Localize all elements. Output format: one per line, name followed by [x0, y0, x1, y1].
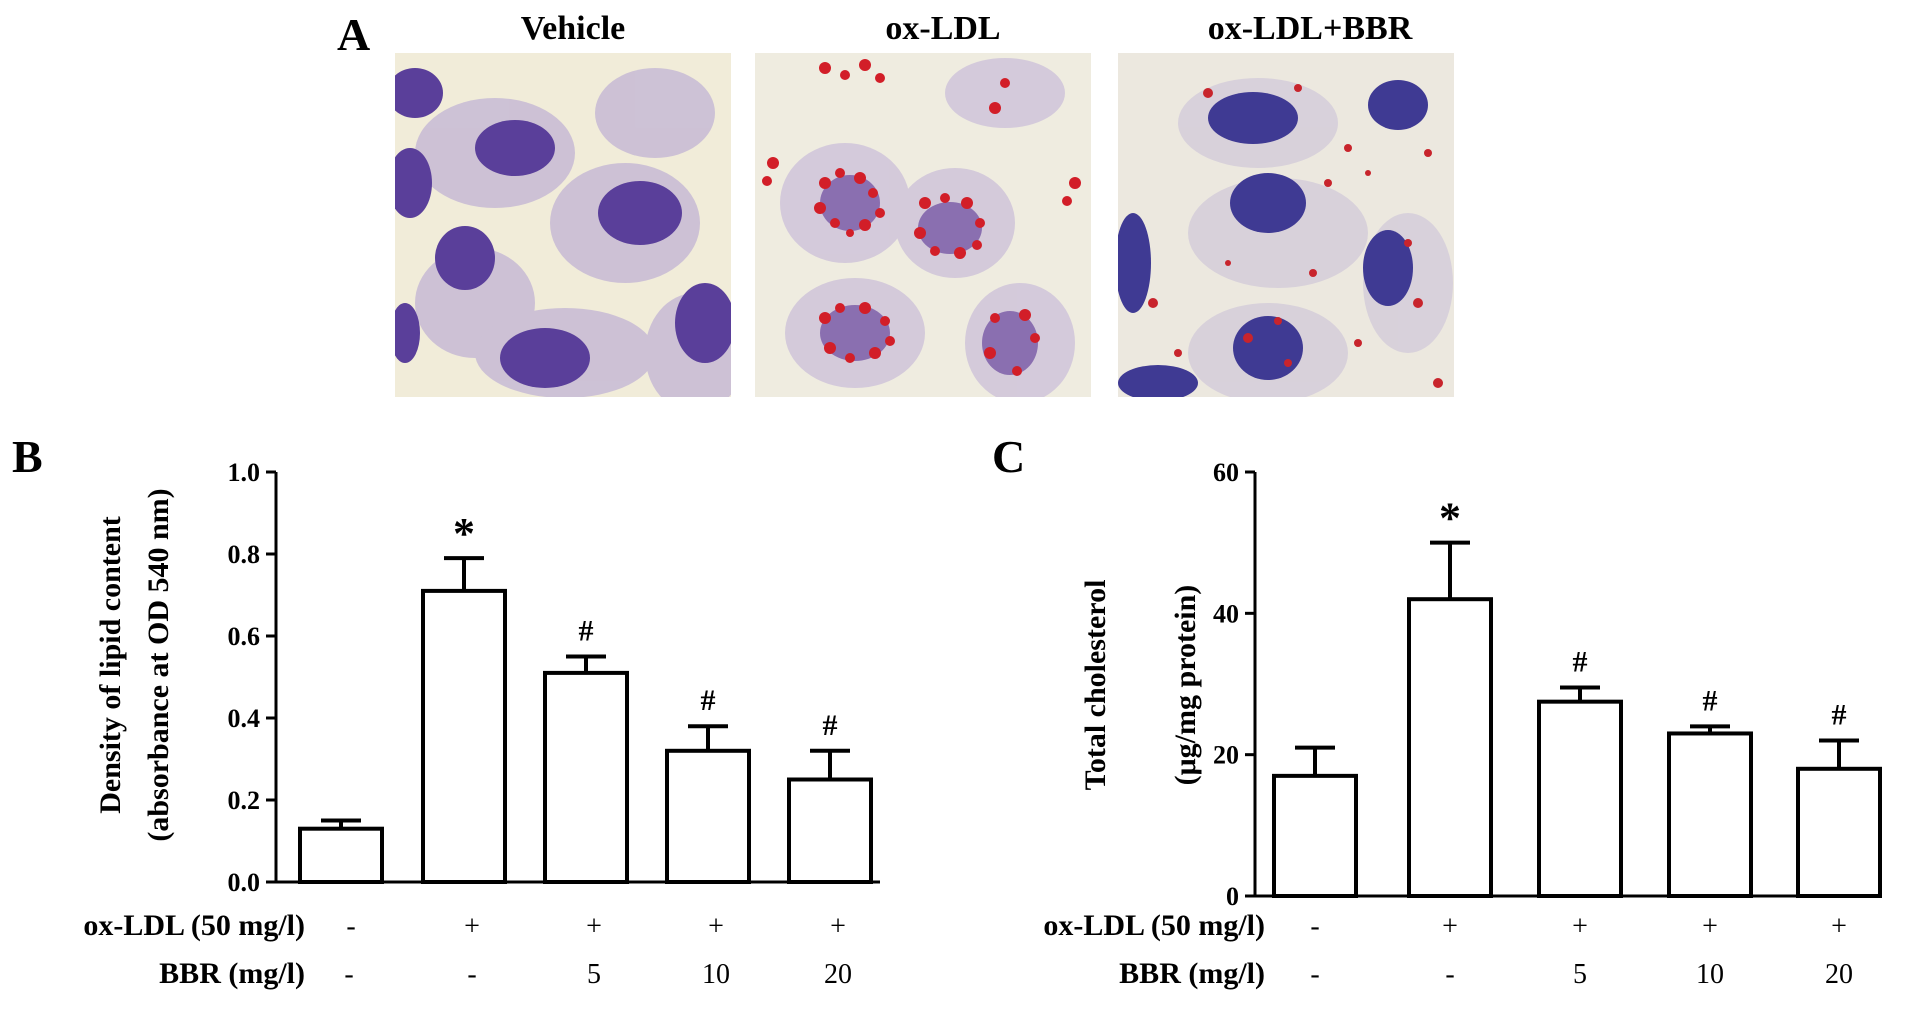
- treatment-value: +: [708, 911, 724, 942]
- treatment-value: 20: [824, 959, 852, 990]
- treatment-value: 10: [1696, 959, 1724, 990]
- y-axis-label-line1: Total cholesterol: [1079, 580, 1112, 791]
- bar: [1537, 699, 1623, 899]
- significance-marker: #: [701, 684, 716, 717]
- treatment-row-label: BBR (mg/l): [159, 957, 305, 990]
- bar: [1667, 731, 1753, 899]
- y-tick-label: 0.6: [228, 622, 261, 651]
- y-axis-label-line2: (absorbance at OD 540 nm): [142, 488, 175, 841]
- significance-marker: *: [453, 509, 475, 558]
- micro-title-vehicle: Vehicle: [520, 10, 626, 47]
- bar: [1796, 766, 1882, 898]
- treatment-value: 5: [1573, 959, 1587, 990]
- y-tick-label: 1.0: [228, 458, 261, 487]
- micro-title-oxldl: ox-LDL: [885, 10, 1001, 47]
- treatment-value: -: [1445, 959, 1454, 990]
- treatment-row-label: ox-LDL (50 mg/l): [83, 909, 305, 942]
- y-tick-label: 0.2: [228, 786, 261, 815]
- y-tick-label: 0.4: [228, 704, 261, 733]
- bar: [787, 777, 873, 884]
- treatment-value: 10: [702, 959, 730, 990]
- bar: [298, 826, 384, 885]
- treatment-value: -: [346, 911, 355, 942]
- treatment-value: +: [1702, 911, 1718, 942]
- treatment-value: -: [344, 959, 353, 990]
- treatment-value: +: [1572, 911, 1588, 942]
- bar: [543, 670, 629, 885]
- y-tick-label: 20: [1213, 741, 1239, 770]
- y-tick-label: 0.8: [228, 540, 261, 569]
- panel-letter-b: B: [12, 431, 43, 482]
- significance-marker: #: [1703, 684, 1718, 717]
- significance-marker: #: [1832, 699, 1847, 732]
- micrograph-oxldl-bbr: [1118, 53, 1454, 397]
- y-tick-label: 60: [1213, 458, 1239, 487]
- bar: [1272, 773, 1358, 898]
- treatment-value: 5: [587, 959, 601, 990]
- y-axis-label-line1: Density of lipid content: [94, 516, 127, 814]
- treatment-value: +: [1442, 911, 1458, 942]
- significance-marker: *: [1439, 494, 1461, 543]
- bar: [421, 588, 507, 885]
- significance-marker: #: [1573, 646, 1588, 679]
- treatment-value: +: [464, 911, 480, 942]
- treatment-value: -: [1310, 911, 1319, 942]
- bar: [665, 748, 751, 884]
- significance-marker: #: [823, 709, 838, 742]
- y-axis-label-line2: (μg/mg protein): [1169, 585, 1202, 786]
- y-tick-label: 0: [1226, 882, 1239, 911]
- micrograph-vehicle: [395, 53, 731, 397]
- treatment-value: -: [1310, 959, 1319, 990]
- treatment-value: +: [830, 911, 846, 942]
- chart-b: B 0.0 0.2 0.4 0.6 0.8 1.0 Density of lipid cont…: [12, 431, 880, 990]
- treatment-value: +: [586, 911, 602, 942]
- y-tick-label: 40: [1213, 599, 1239, 628]
- panel-letter-c: C: [992, 431, 1025, 482]
- chart-c: C 0 20 40 60 Total cholesterol (μg/mg protein)…: [992, 431, 1882, 990]
- treatment-value: +: [1831, 911, 1847, 942]
- treatment-value: -: [467, 959, 476, 990]
- treatment-row-label: ox-LDL (50 mg/l): [1043, 909, 1265, 942]
- micro-title-oxldl-bbr: ox-LDL+BBR: [1207, 10, 1413, 47]
- y-tick-label: 0.0: [228, 868, 261, 897]
- treatment-value: 20: [1825, 959, 1853, 990]
- significance-marker: #: [579, 615, 594, 648]
- micrograph-oxldl: [755, 53, 1091, 397]
- treatment-row-label: BBR (mg/l): [1119, 957, 1265, 990]
- bar: [1407, 597, 1493, 898]
- panel-a-letter: A: [337, 9, 371, 60]
